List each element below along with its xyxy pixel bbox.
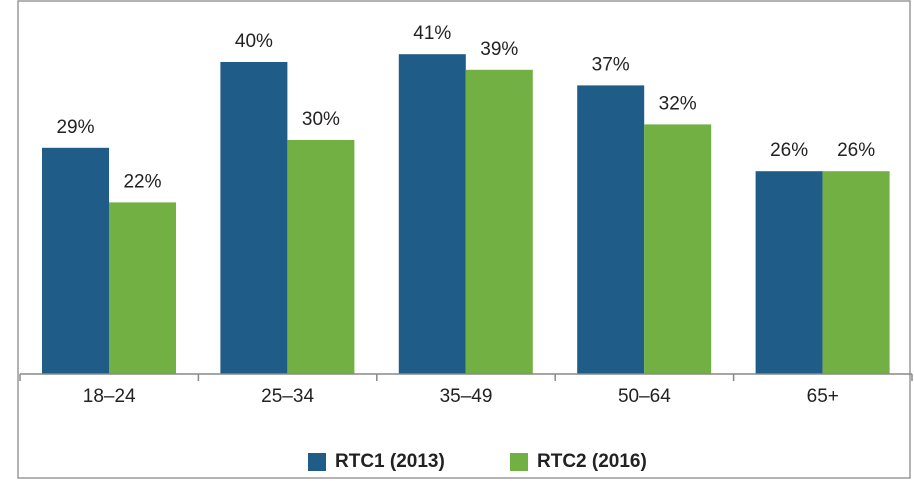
legend-text: RTC2 (2016) bbox=[537, 451, 647, 472]
bar bbox=[755, 171, 823, 374]
bar bbox=[42, 147, 109, 374]
x-tick-label: 25–34 bbox=[261, 386, 314, 407]
frame bbox=[17, 0, 911, 479]
value-label: 30% bbox=[302, 109, 340, 130]
legend-swatch bbox=[308, 453, 326, 471]
bar bbox=[287, 140, 355, 374]
value-label: 29% bbox=[56, 117, 94, 138]
legend-swatch bbox=[510, 453, 528, 471]
x-tick-label: 50–64 bbox=[618, 386, 671, 407]
x-tick-label: 18–24 bbox=[83, 386, 136, 407]
bar bbox=[109, 202, 176, 374]
bar bbox=[398, 54, 466, 374]
value-label: 32% bbox=[659, 93, 697, 114]
legend-text: RTC1 (2013) bbox=[335, 451, 445, 472]
x-tick-label: 65+ bbox=[807, 386, 839, 407]
value-label: 40% bbox=[235, 31, 273, 52]
value-label: 26% bbox=[770, 140, 808, 161]
bar bbox=[220, 62, 288, 374]
x-tick-label: 35–49 bbox=[440, 386, 493, 407]
value-label: 22% bbox=[123, 171, 161, 192]
value-label: 37% bbox=[592, 54, 630, 75]
value-label: 41% bbox=[413, 23, 451, 44]
bar bbox=[644, 124, 712, 375]
value-label: 26% bbox=[837, 140, 875, 161]
bar bbox=[465, 69, 533, 375]
bar bbox=[577, 85, 645, 375]
value-label: 39% bbox=[480, 39, 518, 60]
bar bbox=[822, 171, 890, 374]
